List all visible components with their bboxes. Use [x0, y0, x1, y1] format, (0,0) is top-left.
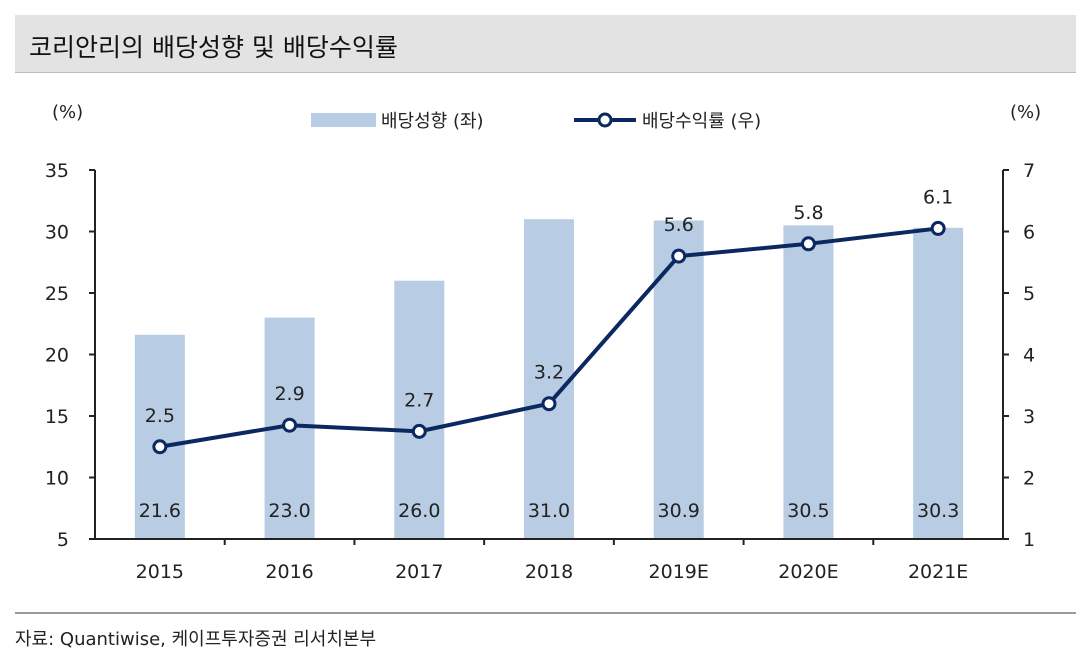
- x-tick-label-2019E: 2019E: [649, 561, 709, 583]
- chart-title: 코리안리의 배당성향 및 배당수익률: [29, 33, 398, 62]
- bar-2017: [394, 280, 445, 539]
- left-tick-label: 30: [45, 222, 69, 244]
- bar-label-2016: 23.0: [268, 500, 310, 522]
- right-tick-label: 3: [1023, 406, 1035, 428]
- yield-point-2018: [541, 396, 557, 412]
- bar-label-2021E: 30.3: [917, 500, 959, 522]
- right-tick-label: 1: [1023, 529, 1035, 551]
- line-label-2021E: 6.1: [923, 186, 953, 208]
- right-tick-label: 4: [1023, 345, 1035, 367]
- left-axis-unit: (%): [52, 102, 83, 123]
- title-bar: 코리안리의 배당성향 및 배당수익률: [15, 15, 1076, 73]
- legend-line-label: 배당수익률 (우): [642, 111, 761, 132]
- yield-point-2015: [152, 439, 168, 455]
- line-label-2015: 2.5: [145, 405, 175, 427]
- x-tick-label-2020E: 2020E: [778, 561, 838, 583]
- bar-2015: [134, 334, 185, 539]
- bar-label-2015: 21.6: [139, 500, 181, 522]
- legend-line-marker: [597, 112, 613, 128]
- line-label-2017: 2.7: [404, 389, 434, 411]
- bar-label-2018: 31.0: [528, 500, 570, 522]
- line-layer: [152, 220, 946, 455]
- left-tick-label: 5: [57, 529, 69, 551]
- right-tick-label: 6: [1023, 222, 1035, 244]
- bar-2020E: [783, 225, 834, 539]
- bars-layer: [134, 219, 964, 539]
- yield-point-2021E: [930, 220, 946, 236]
- bar-label-2017: 26.0: [398, 500, 440, 522]
- right-tick-label: 7: [1023, 160, 1035, 182]
- x-tick-label-2015: 2015: [136, 561, 184, 583]
- yield-point-2017: [411, 423, 427, 439]
- line-label-2020E: 5.8: [793, 202, 823, 224]
- yield-point-2020E: [800, 236, 816, 252]
- left-tick-label: 25: [45, 283, 69, 305]
- right-tick-label: 2: [1023, 468, 1035, 490]
- bar-2021E: [913, 227, 964, 539]
- line-label-2016: 2.9: [274, 383, 304, 405]
- labels-layer: 21.6 23.0 26.0 31.0 30.9 30.5 30.3 2.5 2.9 2.7 3.2…: [139, 186, 960, 522]
- line-label-2018: 3.2: [534, 362, 564, 384]
- x-tick-label-2018: 2018: [525, 561, 573, 583]
- left-tick-label: 10: [45, 468, 69, 490]
- right-tick-label: 5: [1023, 283, 1035, 305]
- bar-label-2019E: 30.9: [658, 500, 700, 522]
- yield-point-2019E: [671, 248, 687, 264]
- legend-bar-label: 배당성향 (좌): [381, 111, 484, 132]
- bar-label-2020E: 30.5: [787, 500, 829, 522]
- source-note: 자료: Quantiwise, 케이프투자증권 리서치본부: [15, 629, 377, 650]
- bar-2019E: [653, 220, 704, 539]
- line-label-2019E: 5.6: [664, 214, 694, 236]
- legend: 배당성향 (좌) 배당수익률 (우): [311, 111, 761, 132]
- x-tick-label-2021E: 2021E: [908, 561, 968, 583]
- bar-2018: [524, 219, 574, 539]
- x-tick-label-2017: 2017: [395, 561, 443, 583]
- legend-bar-swatch: [311, 113, 376, 127]
- axes-layer: 5 10 15 20 25 30 35 1 2 3 4 5 6 7 2015 2016 2017 2018 2019…: [45, 102, 1041, 583]
- x-tick-label-2016: 2016: [265, 561, 313, 583]
- footer-divider: [15, 612, 1076, 614]
- left-tick-label: 15: [45, 406, 69, 428]
- left-tick-label: 20: [45, 345, 69, 367]
- left-tick-label: 35: [45, 160, 69, 182]
- yield-point-2016: [282, 417, 298, 433]
- right-axis-unit: (%): [1010, 102, 1041, 123]
